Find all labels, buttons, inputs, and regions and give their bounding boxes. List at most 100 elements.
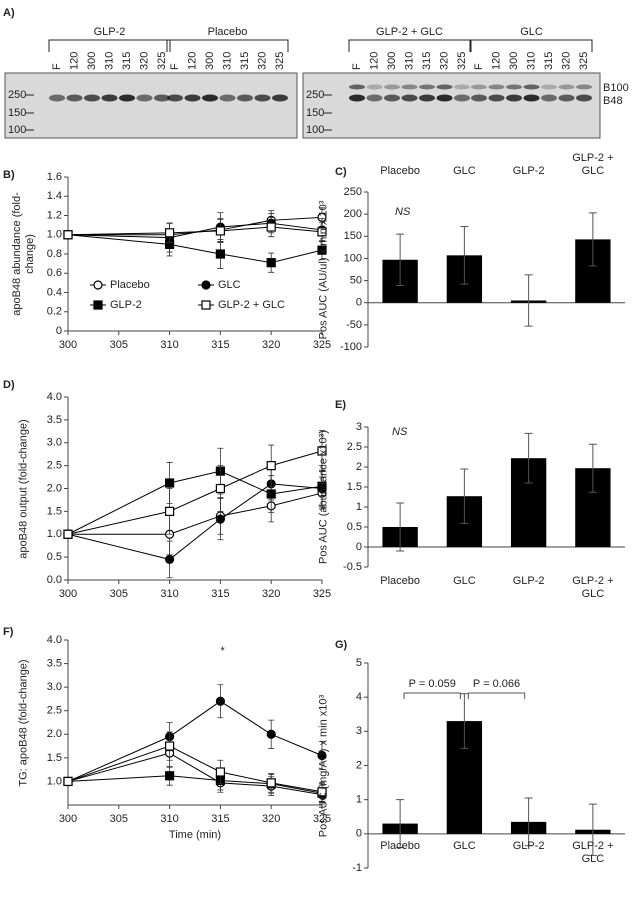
comparison-label: P = 0.059 [409,678,456,690]
lane-label: 325 [274,52,286,70]
size-marker: 250 [306,89,324,101]
y-tick-label: 3.5 [47,414,62,426]
y-tick-label: 0.5 [47,551,62,563]
y-tick-label: 0 [356,828,362,840]
band [541,94,557,102]
lane-label: 120 [68,52,80,70]
marker [215,483,225,494]
category-label: GLP-2 [512,575,545,587]
x-tick-label: 300 [59,813,77,825]
series-line [67,222,323,239]
group-bracket [348,39,471,52]
y-tick-label: 1.5 [47,752,62,764]
y-tick-label: -50 [346,319,362,331]
band [167,94,183,102]
lane-label: 315 [543,52,555,70]
y-tick-label: 5 [356,657,362,669]
error-bar [524,432,533,484]
lane-label: 310 [403,52,415,70]
y-tick-label: -0.5 [343,561,362,573]
y-tick-label: 1.5 [47,505,62,517]
y-tick-label: 4.0 [47,634,62,646]
size-marker: 150 [8,107,26,119]
legend-marker [93,280,103,290]
group-bracket [48,39,171,52]
category-label: GLC [453,575,476,587]
band [202,94,218,102]
series-line [67,234,323,264]
y-tick-label: 3.5 [47,657,62,669]
y-tick-label: 1.0 [47,528,62,540]
y-tick-label: 2.5 [47,460,62,472]
y-tick-label: 1.4 [47,190,62,202]
band [384,84,400,90]
legend-label: Placebo [110,279,150,291]
category-label: GLP-2 + GLC [572,839,614,865]
lane-label: F [169,63,181,70]
lane-label: 325 [156,52,168,70]
marker [317,481,327,491]
y-tick-label: 4.0 [47,391,62,403]
marker [317,787,327,797]
band [84,94,100,102]
x-axis-label: Time (min) [169,829,221,841]
error-bar [588,212,597,267]
y-tick-label: -1 [352,862,362,874]
lane-label: 320 [560,52,572,70]
lane-label: 300 [386,52,398,70]
band [471,84,487,90]
blot-image [4,72,298,139]
lane-label: 315 [239,52,251,70]
band [136,94,153,102]
band [254,94,271,102]
band [184,94,201,102]
x-tick-label: 305 [110,813,128,825]
band [471,94,487,102]
size-marker: 250 [8,89,26,101]
marker [165,771,175,781]
band [419,84,435,90]
legend-marker [201,300,211,310]
category-label: GLP-2 [512,839,545,852]
marker [266,222,276,232]
band [366,94,383,102]
marker [165,506,175,516]
comparison-bracket [467,692,526,699]
series-line [68,492,323,535]
band [523,94,540,102]
x-tick-label: 300 [59,588,77,600]
y-axis-label: Pos AUC (AU/ul) x min x 10³ [317,200,330,339]
y-axis-label: Pos AUC (mg/AU) x min x10³ [317,694,330,837]
x-tick-label: 315 [211,588,229,600]
band [541,84,557,90]
x-tick-label: 315 [211,339,229,351]
category-label: GLC [453,839,476,852]
band [49,94,65,102]
band [488,84,505,90]
band [558,84,575,90]
series-line [67,226,323,236]
error-bar [396,233,405,286]
lane-label: 120 [490,52,502,70]
band [384,94,400,102]
blot-image [302,72,601,139]
panel-label: E) [335,399,346,411]
band [349,84,365,90]
y-tick-label: -100 [340,341,362,353]
lane-label: 320 [438,52,450,70]
y-tick-label: 3 [356,725,362,737]
lane-label: F [351,63,363,70]
y-tick-label: 0 [56,325,62,337]
band [488,94,505,102]
band [576,84,592,90]
x-tick-label: 325 [313,588,331,600]
x-tick-label: 300 [59,339,77,351]
y-tick-label: 250 [344,186,362,198]
legend-label: GLP-2 [110,299,142,311]
band [237,94,253,102]
marker [266,489,276,499]
category-label: GLP-2 + GLC [572,575,614,600]
error-bar [524,797,533,847]
category-label: Placebo [380,165,420,177]
band [119,94,135,102]
